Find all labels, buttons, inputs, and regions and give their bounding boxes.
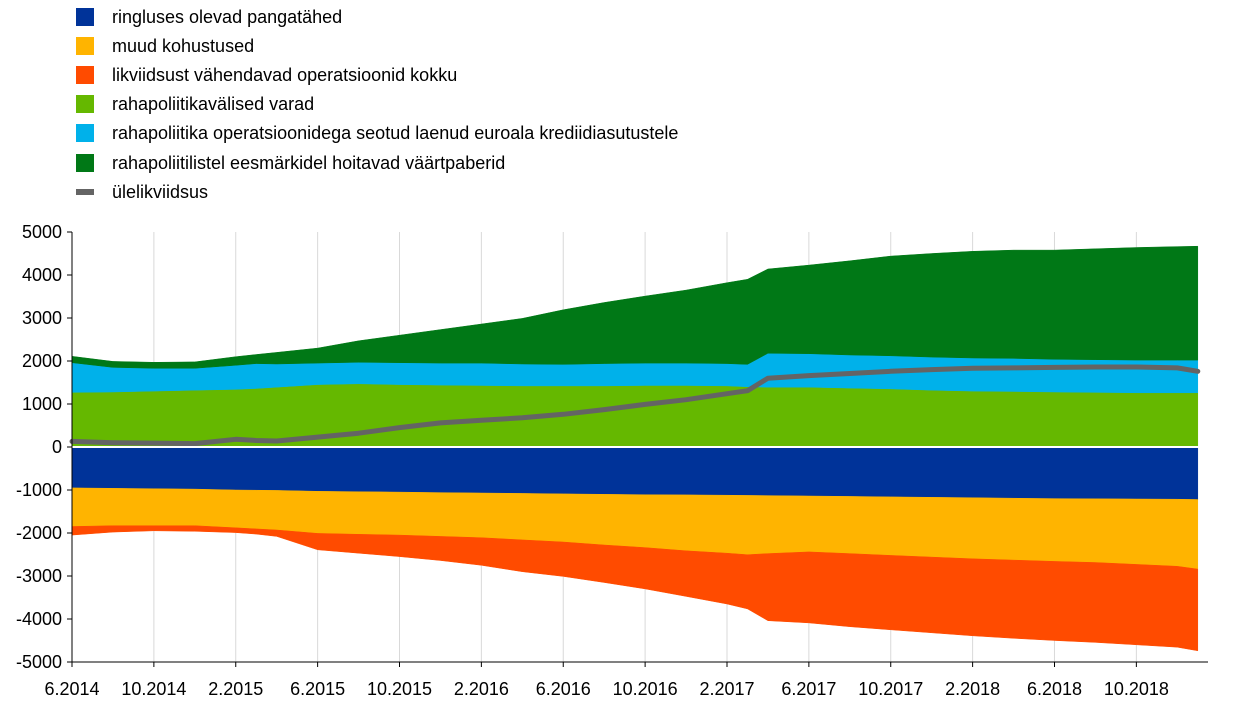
legend-item-banknotes: ringluses olevad pangatähed (76, 2, 678, 31)
x-tick-label-11: 2.2018 (945, 679, 1000, 699)
legend-item-liquidity-absorbing: likviidsust vähendavad operatsioonid kok… (76, 60, 678, 89)
x-tick-label-4: 10.2015 (367, 679, 432, 699)
stacked-areas (71, 245, 1199, 652)
x-tick-label-9: 6.2017 (781, 679, 836, 699)
legend-label-securities: rahapoliitilistel eesmärkidel hoitavad v… (112, 152, 506, 173)
y-tick-label-8: -3000 (16, 566, 62, 586)
excess-liquidity-line-group (69, 364, 1201, 447)
y-tick-label-2: 3000 (22, 308, 62, 328)
y-tick-label-7: -2000 (16, 523, 62, 543)
legend-swatch-lending (76, 124, 94, 143)
y-tick-label-0: 5000 (22, 222, 62, 242)
legend-item-other-liabilities: muud kohustused (76, 31, 678, 60)
line-series-6 (69, 364, 1201, 447)
area-series-2 (71, 525, 1199, 652)
x-tick-label-10: 10.2017 (858, 679, 923, 699)
y-tick-label-3: 2000 (22, 351, 62, 371)
y-tick-label-10: -5000 (16, 652, 62, 672)
x-tick-label-6: 6.2016 (536, 679, 591, 699)
x-tick-label-0: 6.2014 (44, 679, 99, 699)
legend-swatch-banknotes (76, 7, 94, 26)
legend-swatch-other-liabilities (76, 36, 94, 55)
x-tick-label-12: 6.2018 (1027, 679, 1082, 699)
legend-item-lending: rahapoliitika operatsioonidega seotud la… (76, 119, 678, 148)
legend-swatch-securities (76, 153, 94, 172)
legend-swatch-non-monetary-assets (76, 95, 94, 114)
legend-label-other-liabilities: muud kohustused (112, 35, 255, 56)
legend-label-non-monetary-assets: rahapoliitikavälised varad (112, 94, 315, 115)
legend-label-liquidity-absorbing: likviidsust vähendavad operatsioonid kok… (112, 64, 458, 85)
x-tick-label-7: 10.2016 (613, 679, 678, 699)
x-tick-label-13: 10.2018 (1104, 679, 1169, 699)
area-series-5 (71, 245, 1199, 369)
legend-item-excess-liquidity: ülelikviidsus (76, 177, 678, 206)
x-tick-label-1: 10.2014 (121, 679, 186, 699)
y-tick-label-9: -4000 (16, 609, 62, 629)
x-tick-label-3: 6.2015 (290, 679, 345, 699)
x-tick-label-2: 2.2015 (208, 679, 263, 699)
y-tick-label-5: 0 (52, 437, 62, 457)
y-tick-label-6: -1000 (16, 480, 62, 500)
x-tick-label-5: 2.2016 (454, 679, 509, 699)
legend-swatch-liquidity-absorbing (76, 65, 94, 84)
x-tick-label-8: 2.2017 (699, 679, 754, 699)
legend: ringluses olevad pangatähed muud kohustu… (76, 2, 678, 206)
y-tick-label-1: 4000 (22, 265, 62, 285)
legend-swatch-excess-liquidity (76, 188, 94, 195)
y-tick-label-4: 1000 (22, 394, 62, 414)
legend-label-excess-liquidity: ülelikviidsus (112, 181, 209, 202)
legend-item-non-monetary-assets: rahapoliitikavälised varad (76, 90, 678, 119)
legend-label-lending: rahapoliitika operatsioonidega seotud la… (112, 123, 679, 144)
axes: 5000 4000 3000 2000 1000 0 -1000 -2000 -3000 -400… (16, 222, 1208, 699)
legend-item-securities: rahapoliitilistel eesmärkidel hoitavad v… (76, 148, 678, 177)
legend-label-banknotes: ringluses olevad pangatähed (112, 6, 343, 27)
